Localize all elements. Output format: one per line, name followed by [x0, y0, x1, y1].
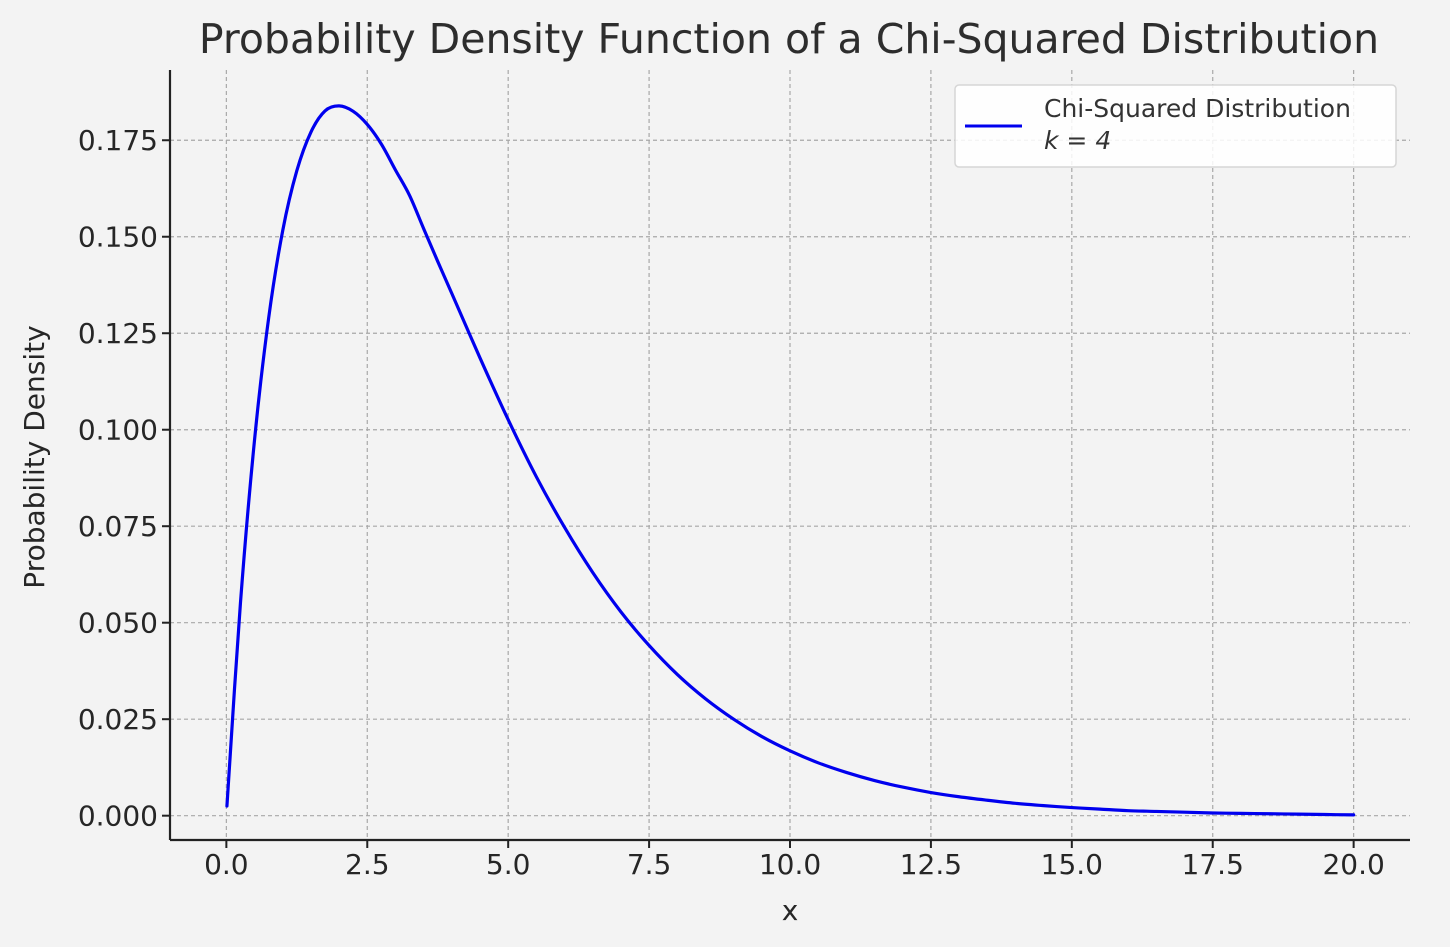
- axes: 0.0 2.5 5.0 7.5 10.0 12.5 15.0 17.5 20.0 0.000 0.0…: [78, 70, 1410, 881]
- x-tick-label: 7.5: [627, 848, 672, 881]
- y-tick-label: 0.025: [78, 703, 158, 736]
- grid: [170, 70, 1410, 840]
- x-axis-label: x: [782, 894, 799, 927]
- legend: Chi-Squared Distribution k = 4: [954, 84, 1397, 168]
- x-tick-label: 0.0: [204, 848, 249, 881]
- series-line: [225, 104, 1356, 817]
- legend-box: [954, 84, 1397, 168]
- y-tick-label: 0.175: [78, 124, 158, 157]
- y-tick-label: 0.000: [78, 800, 158, 833]
- x-tick-label: 5.0: [486, 848, 531, 881]
- x-tick-label: 10.0: [759, 848, 821, 881]
- x-tick-label: 15.0: [1041, 848, 1103, 881]
- x-tick-label: 12.5: [900, 848, 962, 881]
- chart-title: Probability Density Function of a Chi-Sq…: [199, 15, 1379, 63]
- y-tick-label: 0.100: [78, 414, 158, 447]
- x-tick-label: 17.5: [1182, 848, 1244, 881]
- x-tick-label: 20.0: [1322, 848, 1384, 881]
- y-axis-label: Probability Density: [18, 325, 51, 588]
- series-layer: [225, 104, 1356, 817]
- y-tick-label: 0.050: [78, 607, 158, 640]
- y-tick-label: 0.075: [78, 510, 158, 543]
- legend-label-parameter: k = 4: [1044, 126, 1111, 155]
- y-tick-label: 0.150: [78, 221, 158, 254]
- y-tick-label: 0.125: [78, 317, 158, 350]
- x-tick-label: 2.5: [345, 848, 390, 881]
- legend-label: Chi-Squared Distribution: [1044, 94, 1351, 123]
